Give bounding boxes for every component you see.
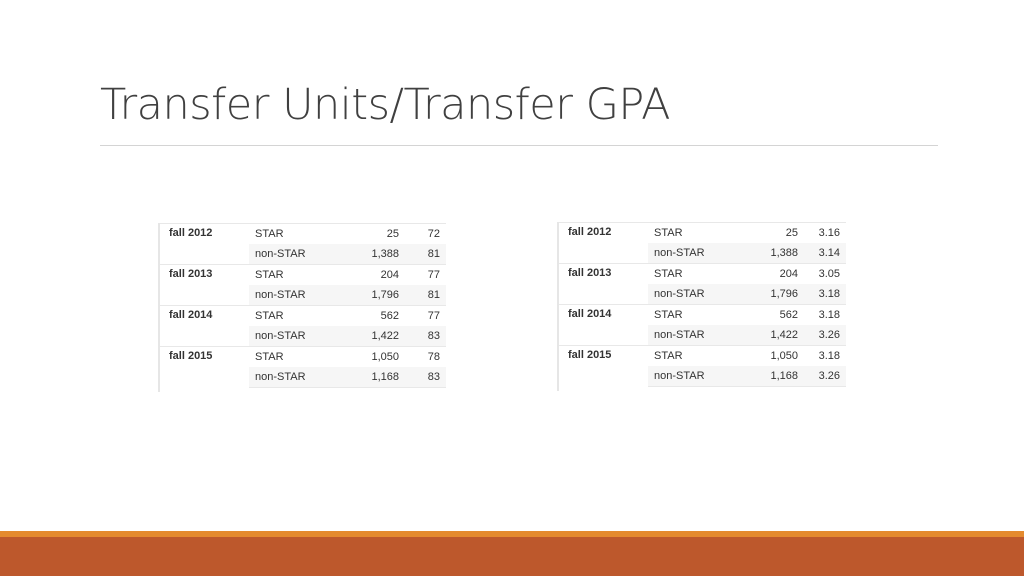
table-row: non-STAR 1,422 3.26 xyxy=(557,325,846,346)
group-cell: STAR xyxy=(648,345,744,366)
footer-bar xyxy=(0,537,1024,576)
value-cell: 78 xyxy=(403,346,446,367)
group-cell: STAR xyxy=(249,305,345,326)
group-cell: non-STAR xyxy=(648,243,744,264)
table-row: fall 2012 STAR 25 3.16 xyxy=(557,222,846,264)
group-cell: STAR xyxy=(648,222,744,243)
count-cell: 204 xyxy=(345,264,403,285)
term-cell: fall 2014 xyxy=(158,305,249,347)
table-row: non-STAR 1,796 81 xyxy=(158,285,446,306)
footer-accent-stripe xyxy=(0,531,1024,537)
table-row: fall 2014 STAR 562 3.18 xyxy=(557,304,846,346)
slide-title: Transfer Units/Transfer GPA xyxy=(100,80,670,130)
count-cell: 1,422 xyxy=(345,326,403,347)
table-row: non-STAR 1,388 81 xyxy=(158,244,446,265)
value-cell: 3.18 xyxy=(802,304,846,325)
term-cell: fall 2014 xyxy=(557,304,648,346)
count-cell: 25 xyxy=(744,222,802,243)
table-row: non-STAR 1,168 3.26 xyxy=(557,366,846,387)
group-cell: STAR xyxy=(249,264,345,285)
count-cell: 1,168 xyxy=(345,367,403,388)
value-cell: 83 xyxy=(403,326,446,347)
group-cell: non-STAR xyxy=(249,285,345,306)
term-cell: fall 2012 xyxy=(158,223,249,265)
term-cell: fall 2015 xyxy=(557,345,648,387)
group-cell: non-STAR xyxy=(249,326,345,347)
table-row: fall 2014 STAR 562 77 xyxy=(158,305,446,347)
count-cell: 1,388 xyxy=(744,243,802,264)
value-cell: 3.14 xyxy=(802,243,846,264)
value-cell: 3.26 xyxy=(802,325,846,346)
count-cell: 1,796 xyxy=(744,284,802,305)
count-cell: 25 xyxy=(345,223,403,244)
table-row: non-STAR 1,168 83 xyxy=(158,367,446,388)
table-row: fall 2015 STAR 1,050 78 xyxy=(158,346,446,388)
transfer-gpa-table: fall 2012 STAR 25 3.16 non-STAR 1,388 3.… xyxy=(557,222,846,391)
count-cell: 1,388 xyxy=(345,244,403,265)
table-row: fall 2013 STAR 204 3.05 xyxy=(557,263,846,305)
group-cell: STAR xyxy=(648,304,744,325)
term-cell: fall 2015 xyxy=(158,346,249,388)
count-cell: 562 xyxy=(744,304,802,325)
term-cell: fall 2013 xyxy=(557,263,648,305)
table-row: non-STAR 1,796 3.18 xyxy=(557,284,846,305)
group-cell: non-STAR xyxy=(249,244,345,265)
title-divider xyxy=(100,145,938,146)
transfer-units-table: fall 2012 STAR 25 72 non-STAR 1,388 81 f… xyxy=(158,223,446,392)
count-cell: 1,796 xyxy=(345,285,403,306)
term-cell: fall 2012 xyxy=(557,222,648,264)
group-cell: STAR xyxy=(249,346,345,367)
value-cell: 3.18 xyxy=(802,345,846,366)
group-cell: non-STAR xyxy=(648,325,744,346)
value-cell: 81 xyxy=(403,285,446,306)
value-cell: 3.16 xyxy=(802,222,846,243)
table-row: fall 2012 STAR 25 72 xyxy=(158,223,446,265)
value-cell: 72 xyxy=(403,223,446,244)
count-cell: 1,422 xyxy=(744,325,802,346)
table-row: non-STAR 1,422 83 xyxy=(158,326,446,347)
value-cell: 77 xyxy=(403,305,446,326)
table-row: non-STAR 1,388 3.14 xyxy=(557,243,846,264)
table-row: fall 2013 STAR 204 77 xyxy=(158,264,446,306)
value-cell: 3.18 xyxy=(802,284,846,305)
value-cell: 83 xyxy=(403,367,446,388)
count-cell: 1,050 xyxy=(744,345,802,366)
count-cell: 1,050 xyxy=(345,346,403,367)
group-cell: STAR xyxy=(249,223,345,244)
group-cell: non-STAR xyxy=(249,367,345,388)
count-cell: 204 xyxy=(744,263,802,284)
value-cell: 81 xyxy=(403,244,446,265)
value-cell: 3.05 xyxy=(802,263,846,284)
group-cell: STAR xyxy=(648,263,744,284)
value-cell: 77 xyxy=(403,264,446,285)
table-row: fall 2015 STAR 1,050 3.18 xyxy=(557,345,846,387)
value-cell: 3.26 xyxy=(802,366,846,387)
group-cell: non-STAR xyxy=(648,284,744,305)
count-cell: 1,168 xyxy=(744,366,802,387)
count-cell: 562 xyxy=(345,305,403,326)
term-cell: fall 2013 xyxy=(158,264,249,306)
group-cell: non-STAR xyxy=(648,366,744,387)
